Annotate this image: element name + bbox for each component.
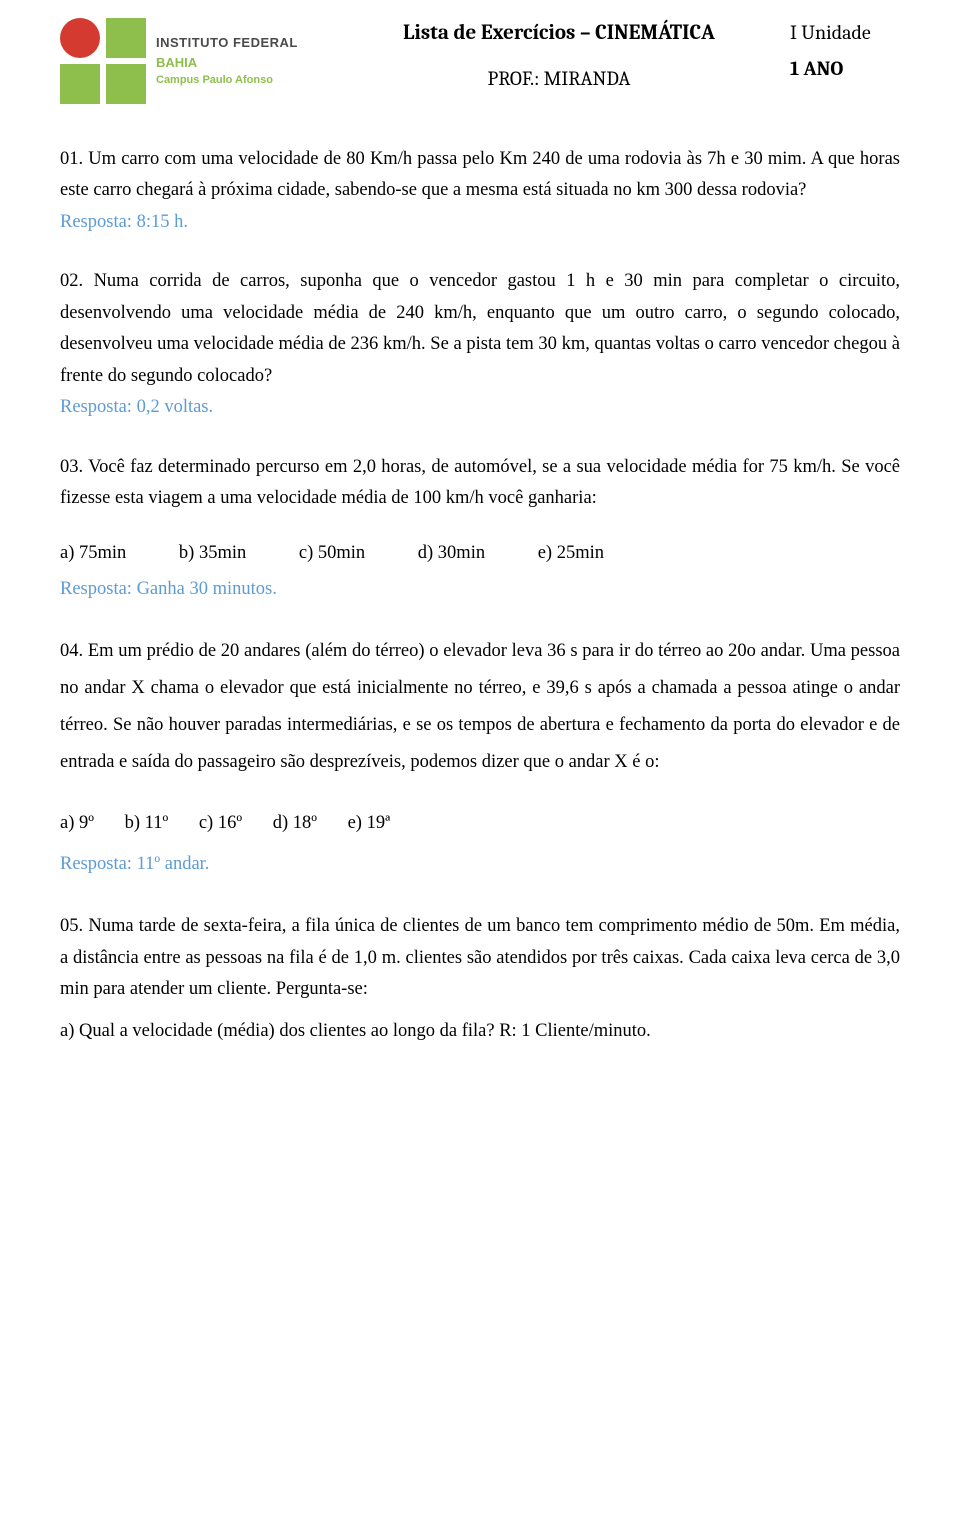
question-3: 03. Você faz determinado percurso em 2,0… <box>60 452 900 606</box>
institution-logo: INSTITUTO FEDERAL BAHIA Campus Paulo Afo… <box>60 18 298 104</box>
question-5-sub-a: a) Qual a velocidade (média) dos cliente… <box>60 1016 900 1047</box>
option-d: d) 30min <box>418 538 485 569</box>
logo-line2: BAHIA <box>156 53 298 73</box>
option-a: a) 9º <box>60 805 94 842</box>
header-right: I Unidade 1 ANO <box>790 18 900 84</box>
option-d: d) 18º <box>273 805 317 842</box>
question-answer: Resposta: Ganha 30 minutos. <box>60 579 277 599</box>
page-header: INSTITUTO FEDERAL BAHIA Campus Paulo Afo… <box>60 18 900 104</box>
option-e: e) 19ª <box>348 805 391 842</box>
logo-line3: Campus Paulo Afonso <box>156 72 298 89</box>
question-text: 02. Numa corrida de carros, suponha que … <box>60 271 900 385</box>
question-answer: Resposta: 11º andar. <box>60 854 209 874</box>
option-a: a) 75min <box>60 538 126 569</box>
logo-green-square <box>106 18 146 58</box>
question-answer: Resposta: 0,2 voltas. <box>60 397 213 417</box>
question-text: 04. Em um prédio de 20 andares (além do … <box>60 641 900 772</box>
header-titles: Lista de Exercícios – CINEMÁTICA PROF.: … <box>318 18 790 94</box>
question-text: 03. Você faz determinado percurso em 2,0… <box>60 457 900 508</box>
question-1: 01. Um carro com uma velocidade de 80 Km… <box>60 144 900 238</box>
question-4-options: a) 9º b) 11º c) 16º d) 18º e) 19ª <box>60 805 900 842</box>
question-answer: Resposta: 8:15 h. <box>60 212 188 232</box>
option-e: e) 25min <box>538 538 604 569</box>
professor-name: PROF.: MIRANDA <box>488 64 631 94</box>
question-3-options: a) 75min b) 35min c) 50min d) 30min e) 2… <box>60 538 900 569</box>
question-text: 05. Numa tarde de sexta-feira, a fila ún… <box>60 916 900 999</box>
logo-text-block: INSTITUTO FEDERAL BAHIA Campus Paulo Afo… <box>156 33 298 89</box>
option-b: b) 11º <box>125 805 169 842</box>
logo-squares <box>60 18 146 104</box>
document-title: Lista de Exercícios – CINEMÁTICA <box>403 18 715 50</box>
question-2: 02. Numa corrida de carros, suponha que … <box>60 266 900 423</box>
year-label: 1 ANO <box>790 54 900 84</box>
document-body: 01. Um carro com uma velocidade de 80 Km… <box>60 144 900 1047</box>
question-5: 05. Numa tarde de sexta-feira, a fila ún… <box>60 911 900 1047</box>
question-text: 01. Um carro com uma velocidade de 80 Km… <box>60 149 900 200</box>
logo-line1: INSTITUTO FEDERAL <box>156 33 298 53</box>
logo-green-square <box>60 64 100 104</box>
option-b: b) 35min <box>179 538 246 569</box>
option-c: c) 16º <box>199 805 242 842</box>
logo-green-square <box>106 64 146 104</box>
option-c: c) 50min <box>299 538 365 569</box>
unit-label: I Unidade <box>790 18 900 48</box>
question-4: 04. Em um prédio de 20 andares (além do … <box>60 633 900 883</box>
logo-red-circle <box>60 18 100 58</box>
